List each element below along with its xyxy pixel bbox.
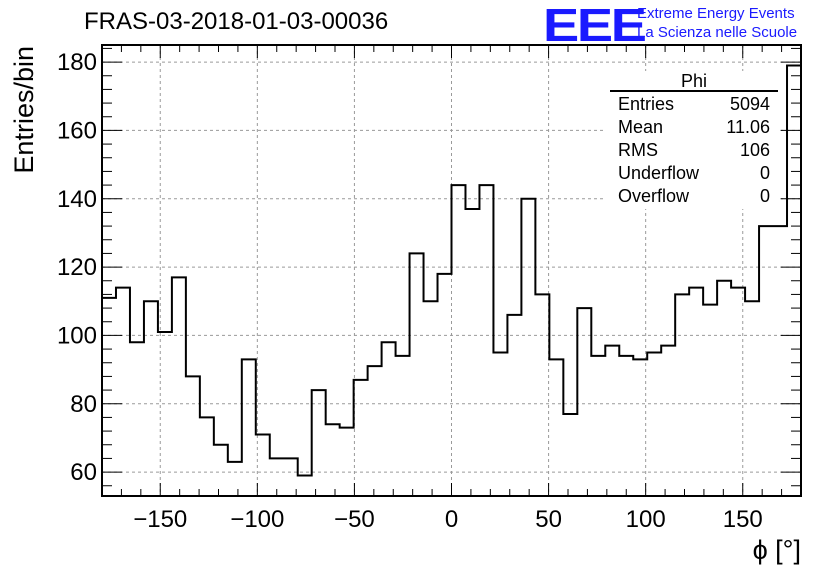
- stats-label: Entries: [618, 94, 674, 114]
- y-tick-label: 80: [70, 391, 97, 418]
- histogram-line: [102, 64, 801, 477]
- x-axis-label: ϕ [°]: [753, 535, 801, 565]
- y-tick-label: 140: [57, 186, 97, 213]
- y-tick-label: 100: [57, 322, 97, 349]
- stats-value: 0: [760, 163, 770, 183]
- logo-line-1: Extreme Energy Events: [637, 5, 795, 22]
- y-tick-label: 120: [57, 254, 97, 281]
- stats-value: 106: [740, 140, 770, 160]
- y-tick-label: 180: [57, 49, 97, 76]
- x-tick-label: 150: [723, 506, 763, 533]
- stats-label: RMS: [618, 140, 658, 160]
- stats-value: 11.06: [726, 117, 770, 137]
- logo-caption: Extreme Energy Events La Scienza nelle S…: [637, 4, 797, 42]
- x-tick-label: 50: [535, 506, 562, 533]
- x-tick-label: −100: [230, 506, 284, 533]
- stats-box: Phi Entries 5094 Mean 11.06 RMS 106 Underflow 0…: [606, 71, 778, 209]
- x-tick-label: 100: [626, 506, 666, 533]
- y-tick-label: 160: [57, 117, 97, 144]
- eee-logo-icon: EEE: [543, 0, 647, 51]
- x-tick-label: 0: [445, 506, 458, 533]
- y-axis-label: Entries/bin: [9, 46, 39, 174]
- x-tick-label: −150: [133, 506, 187, 533]
- logo-line-2: La Scienza nelle Scuole: [637, 24, 798, 41]
- tick-labels: −150 −100 −50 0 50 100 150 60 80 100 120 140 160 180: [57, 49, 763, 533]
- stats-label: Underflow: [618, 163, 700, 183]
- x-tick-label: −50: [334, 506, 375, 533]
- axis-ticks: [102, 45, 801, 496]
- chart-title: FRAS-03-2018-01-03-00036: [84, 8, 389, 35]
- y-tick-label: 60: [70, 459, 97, 486]
- stats-value: 5094: [730, 94, 770, 114]
- stats-label: Mean: [618, 117, 663, 137]
- stats-label: Overflow: [618, 186, 690, 206]
- stats-title: Phi: [681, 71, 707, 91]
- stats-value: 0: [760, 186, 770, 206]
